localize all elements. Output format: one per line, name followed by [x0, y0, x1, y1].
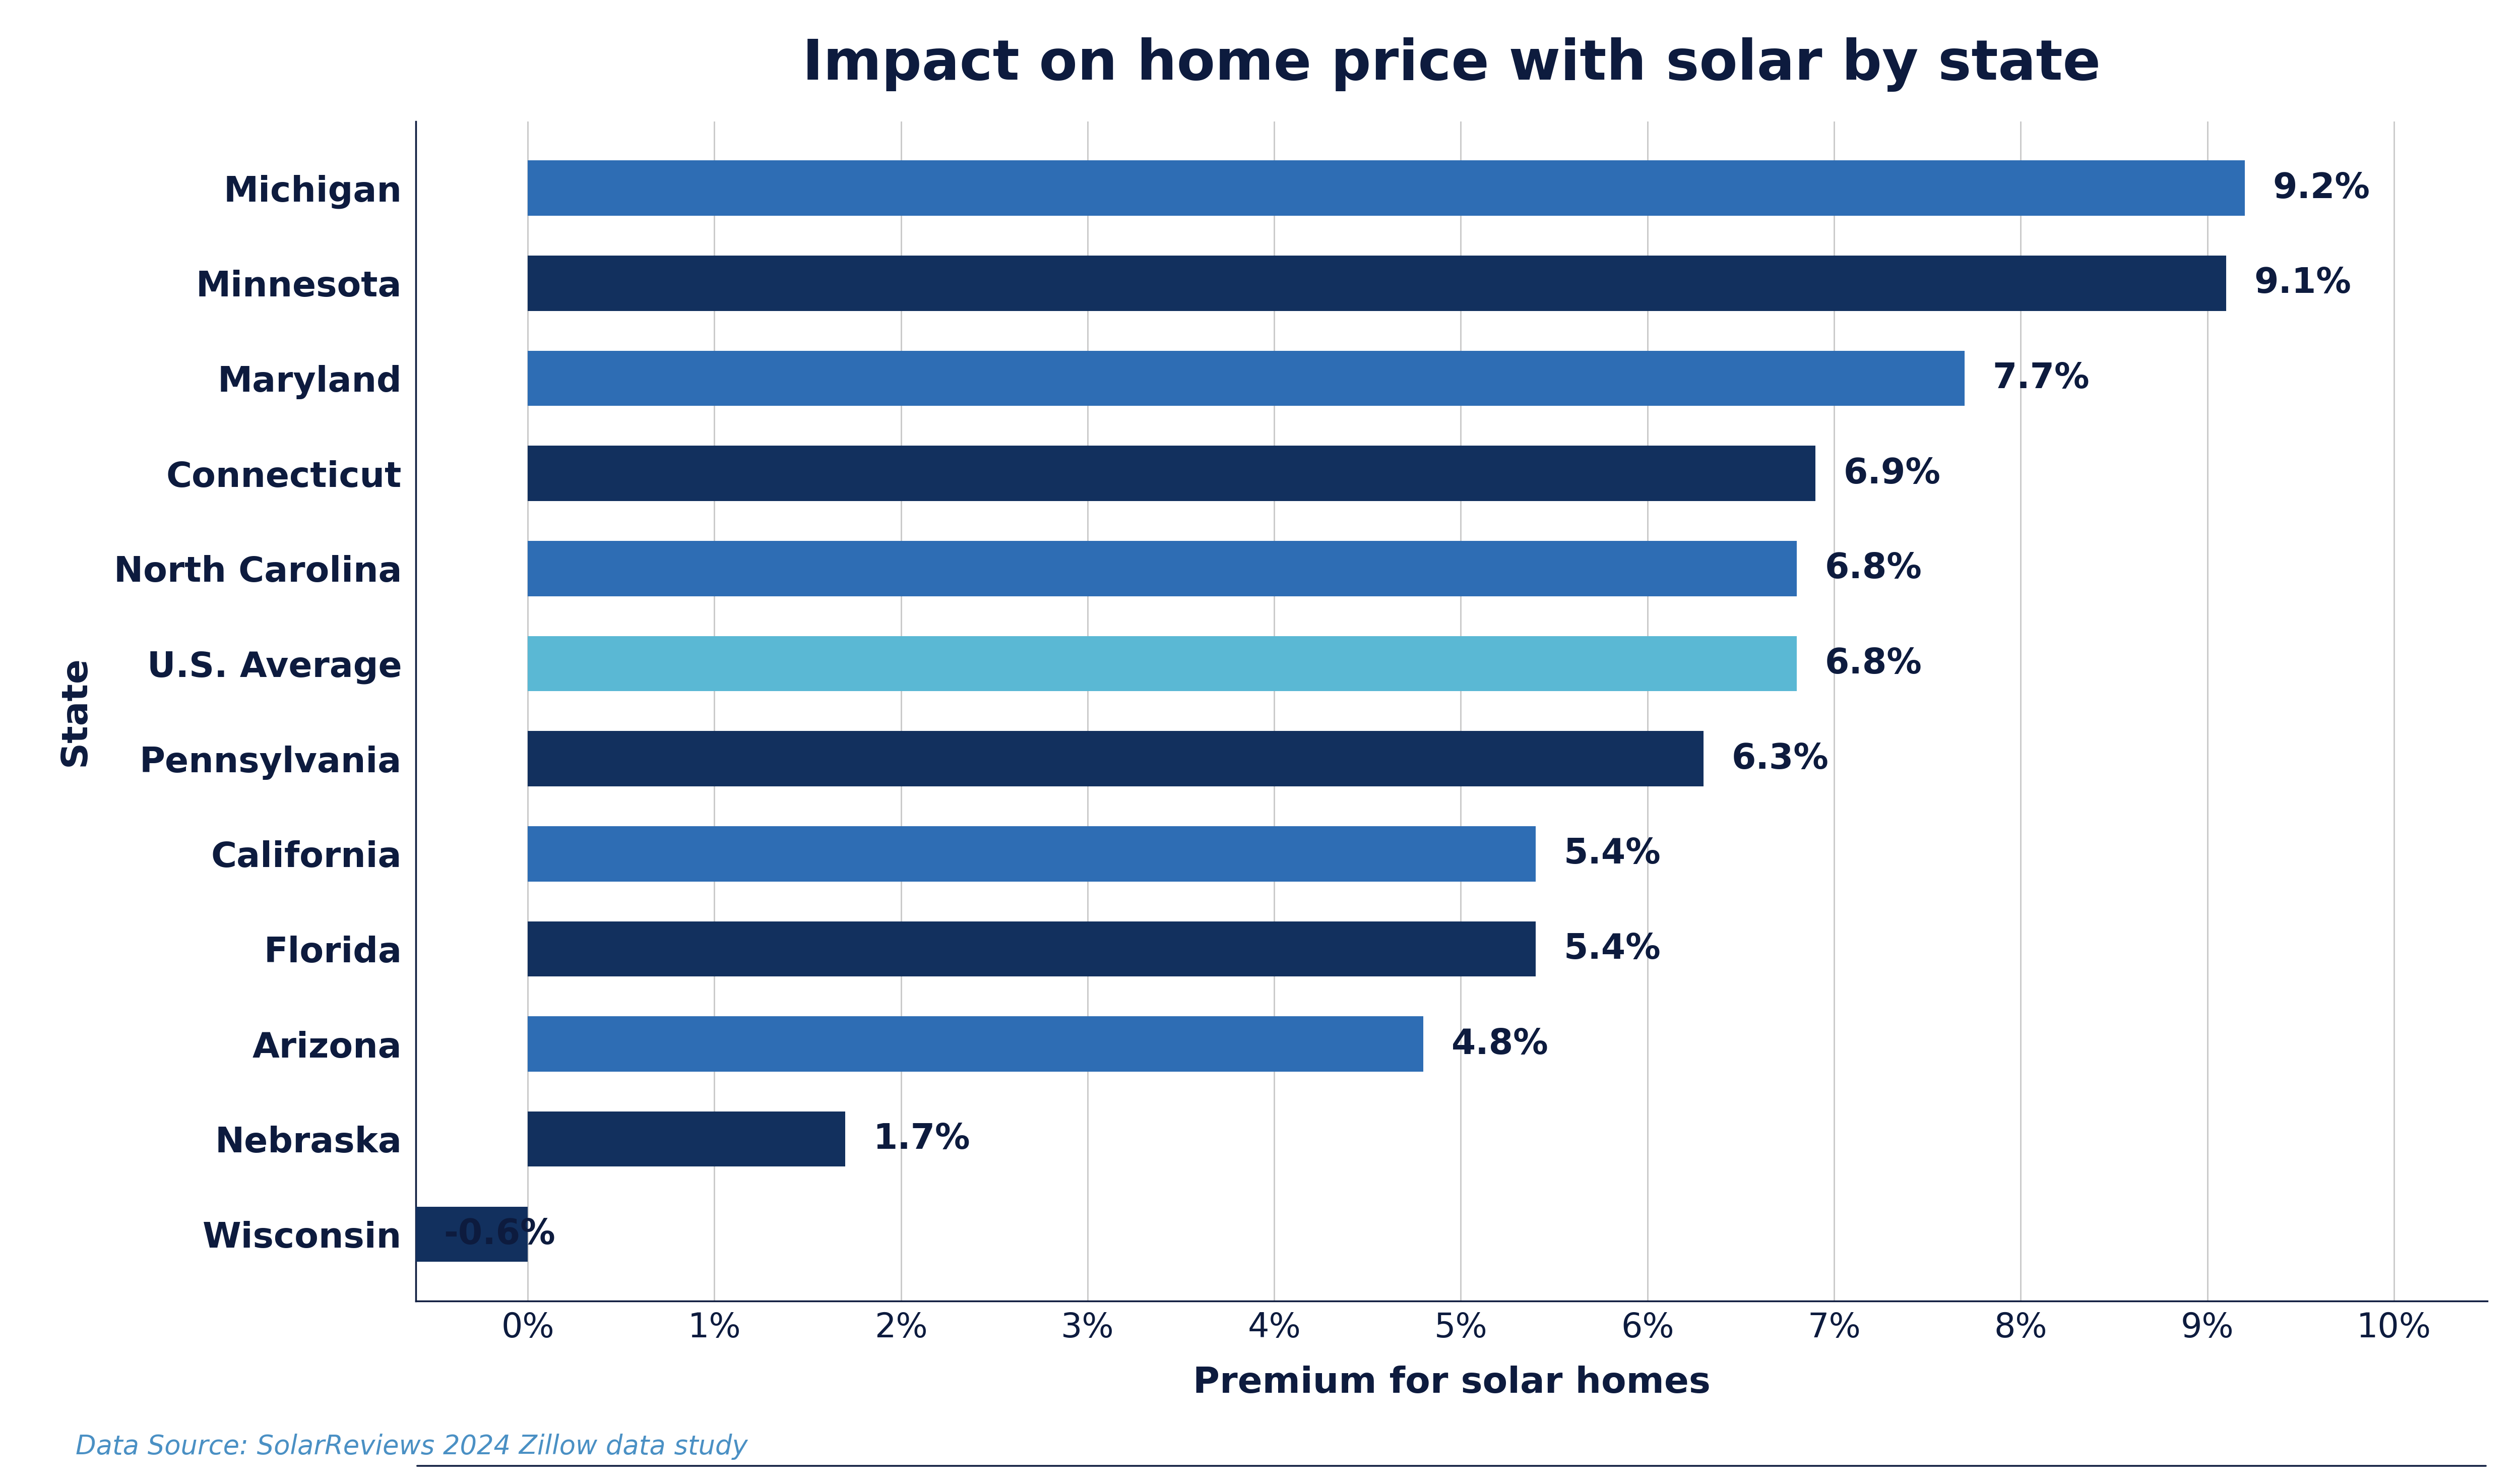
Y-axis label: State: State [58, 657, 93, 766]
Text: 7.7%: 7.7% [1993, 362, 2089, 396]
Text: 1.7%: 1.7% [872, 1122, 970, 1156]
Text: 6.3%: 6.3% [1731, 742, 1830, 775]
Text: 9.1%: 9.1% [2253, 267, 2351, 301]
Bar [527, 541, 1797, 596]
Text: Data Source: SolarReviews 2024 Zillow data study: Data Source: SolarReviews 2024 Zillow da… [76, 1433, 748, 1460]
Bar [527, 160, 2245, 216]
Bar [527, 1112, 844, 1166]
Text: 5.4%: 5.4% [1562, 932, 1661, 966]
Text: 4.8%: 4.8% [1452, 1027, 1550, 1061]
Bar [527, 1017, 1424, 1071]
Bar [527, 446, 1814, 501]
X-axis label: Premium for solar homes: Premium for solar homes [1192, 1365, 1711, 1400]
Title: Impact on home price with solar by state: Impact on home price with solar by state [801, 37, 2102, 92]
Bar [527, 255, 2225, 311]
Text: 5.4%: 5.4% [1562, 837, 1661, 871]
Text: 6.9%: 6.9% [1845, 456, 1940, 491]
Bar [416, 1206, 527, 1261]
Bar [527, 827, 1535, 882]
Text: 6.8%: 6.8% [1824, 551, 1923, 585]
Bar [527, 636, 1797, 691]
Text: 6.8%: 6.8% [1824, 646, 1923, 680]
Bar [527, 351, 1966, 406]
Text: -0.6%: -0.6% [444, 1217, 554, 1251]
Bar [527, 922, 1535, 977]
Text: 9.2%: 9.2% [2273, 172, 2369, 205]
Bar [527, 731, 1704, 787]
